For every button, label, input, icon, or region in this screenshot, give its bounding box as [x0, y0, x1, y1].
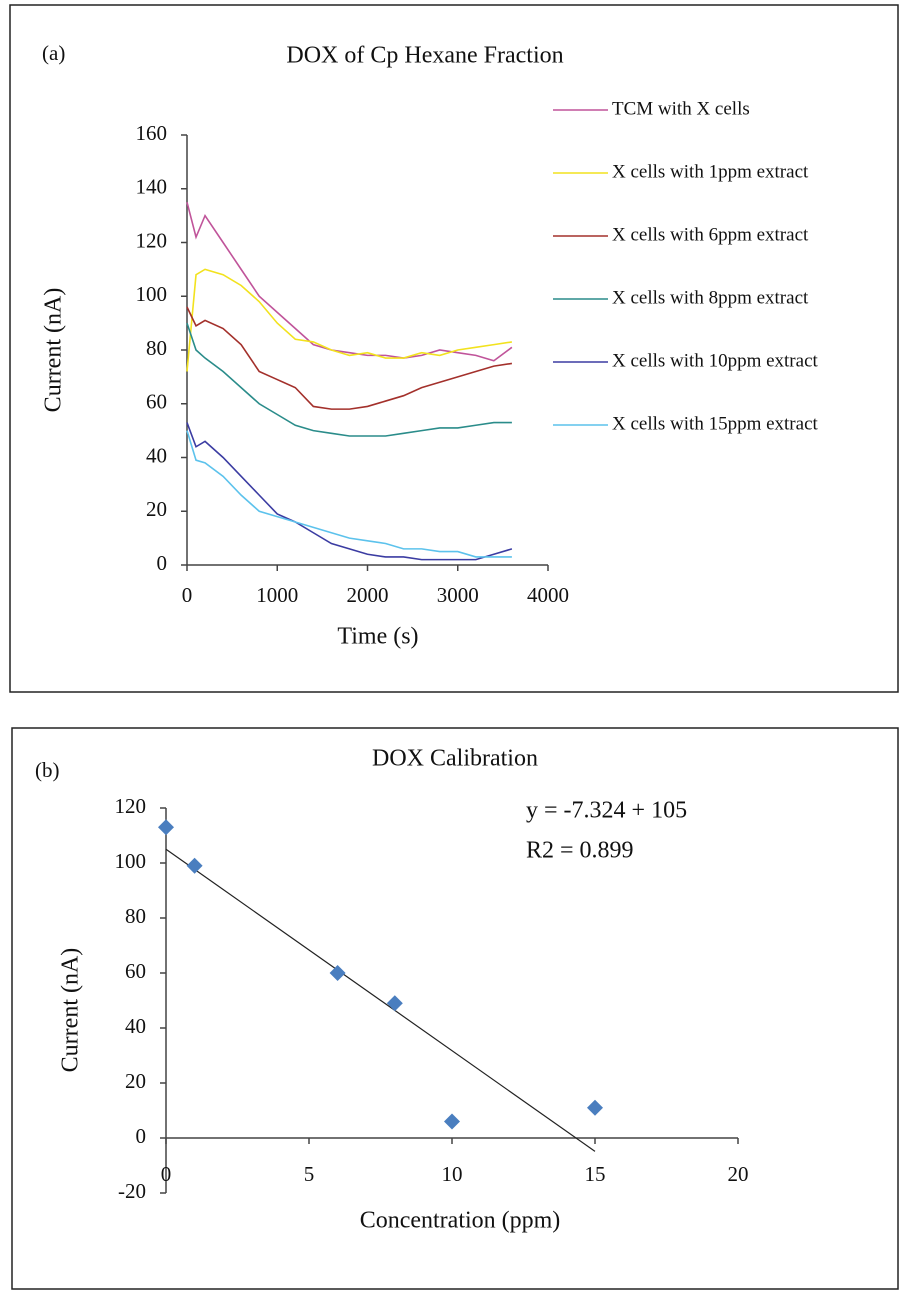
legend-label: X cells with 10ppm extract	[612, 350, 819, 371]
data-point	[587, 1099, 603, 1116]
legend-label: X cells with 8ppm extract	[612, 287, 809, 308]
trendline	[165, 848, 596, 1152]
y-tick-label: 0	[157, 551, 168, 575]
y-axis-label: Current (nA)	[58, 948, 84, 1073]
legend-label: X cells with 1ppm extract	[612, 161, 809, 182]
panel-label: (a)	[42, 41, 65, 65]
y-tick-label: 140	[136, 175, 168, 199]
y-tick-label: 100	[136, 282, 168, 306]
y-tick-label: 40	[125, 1014, 146, 1038]
legend-label: X cells with 15ppm extract	[612, 413, 819, 434]
data-line	[186, 422, 513, 561]
y-tick-label: 60	[146, 390, 167, 414]
y-tick-label: 80	[125, 904, 146, 928]
data-point	[186, 857, 203, 874]
x-tick-label: 5	[304, 1162, 315, 1186]
y-tick-label: 60	[125, 959, 146, 983]
data-point	[444, 1113, 460, 1130]
data-line	[186, 306, 513, 410]
data-point	[158, 819, 174, 836]
x-tick-label: 0	[182, 583, 193, 607]
y-tick-label: 80	[146, 336, 167, 360]
y-tick-label: 120	[115, 794, 147, 818]
panel-frame	[11, 727, 899, 1290]
x-tick-label: 15	[585, 1162, 606, 1186]
y-tick-label: 40	[146, 443, 167, 467]
x-tick-label: 10	[442, 1162, 463, 1186]
data-line	[186, 430, 512, 558]
y-tick-label: 20	[125, 1069, 146, 1093]
annotation: y = -7.324 + 105	[526, 798, 687, 824]
data-point	[386, 995, 403, 1012]
y-tick-label: 160	[136, 121, 168, 145]
x-axis-label: Concentration (ppm)	[360, 1208, 561, 1234]
panel-label: (b)	[35, 758, 60, 782]
x-tick-label: 3000	[437, 583, 479, 607]
y-axis-label: Current (nA)	[41, 288, 67, 413]
data-line	[186, 201, 513, 362]
x-tick-label: 20	[728, 1162, 749, 1186]
y-tick-label: 100	[115, 849, 147, 873]
y-tick-label: 0	[136, 1124, 147, 1148]
data-point	[329, 965, 346, 981]
annotation: R2 = 0.899	[526, 838, 634, 864]
x-axis-label: Time (s)	[337, 624, 418, 650]
y-tick-label: 120	[136, 228, 168, 252]
y-tick-label: 20	[146, 497, 167, 521]
chart-title: DOX of Cp Hexane Fraction	[286, 43, 563, 69]
panel-frame	[9, 4, 899, 693]
x-tick-label: 4000	[527, 583, 569, 607]
data-line	[186, 268, 513, 372]
x-tick-label: 2000	[347, 583, 389, 607]
legend-label: X cells with 6ppm extract	[612, 224, 809, 245]
x-tick-label: 1000	[256, 583, 298, 607]
x-tick-label: 0	[161, 1162, 172, 1186]
legend-label: TCM with X cells	[612, 98, 750, 119]
data-line	[186, 322, 512, 437]
y-tick-label: -20	[118, 1179, 146, 1203]
chart-title: DOX Calibration	[372, 746, 538, 772]
